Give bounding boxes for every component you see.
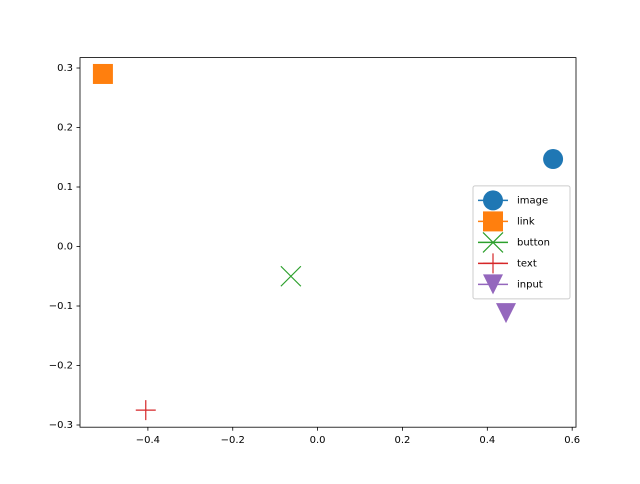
legend-label: button	[517, 237, 550, 248]
marker	[483, 190, 503, 211]
marker	[483, 253, 503, 274]
marker	[483, 274, 503, 295]
legend-label: text	[517, 258, 537, 269]
y-tick-label: 0.0	[57, 242, 73, 253]
marker	[495, 303, 516, 324]
y-tick-label: −0.2	[49, 361, 73, 372]
y-tick-label: 0.1	[57, 182, 73, 193]
legend-label: link	[517, 216, 535, 227]
x-tick-label: −0.2	[221, 435, 245, 446]
marker	[543, 149, 564, 170]
x-tick-label: 0.4	[479, 435, 495, 446]
legend-label: input	[517, 279, 543, 290]
marker	[482, 231, 504, 253]
marker	[92, 63, 113, 84]
legend: image link button text input	[472, 185, 571, 300]
plot-frame	[79, 57, 577, 428]
y-tick-label: 0.2	[57, 123, 73, 134]
marker	[280, 265, 302, 287]
x-tick-label: 0.6	[564, 435, 580, 446]
x-tick-label: 0.0	[310, 435, 326, 446]
marker	[135, 400, 156, 421]
x-tick-label: −0.4	[136, 435, 160, 446]
marker	[483, 211, 503, 232]
y-tick-label: −0.3	[49, 420, 73, 431]
legend-label: image	[517, 195, 548, 206]
x-tick-label: 0.2	[395, 435, 411, 446]
y-tick-label: −0.1	[49, 301, 73, 312]
y-tick-label: 0.3	[57, 63, 73, 74]
